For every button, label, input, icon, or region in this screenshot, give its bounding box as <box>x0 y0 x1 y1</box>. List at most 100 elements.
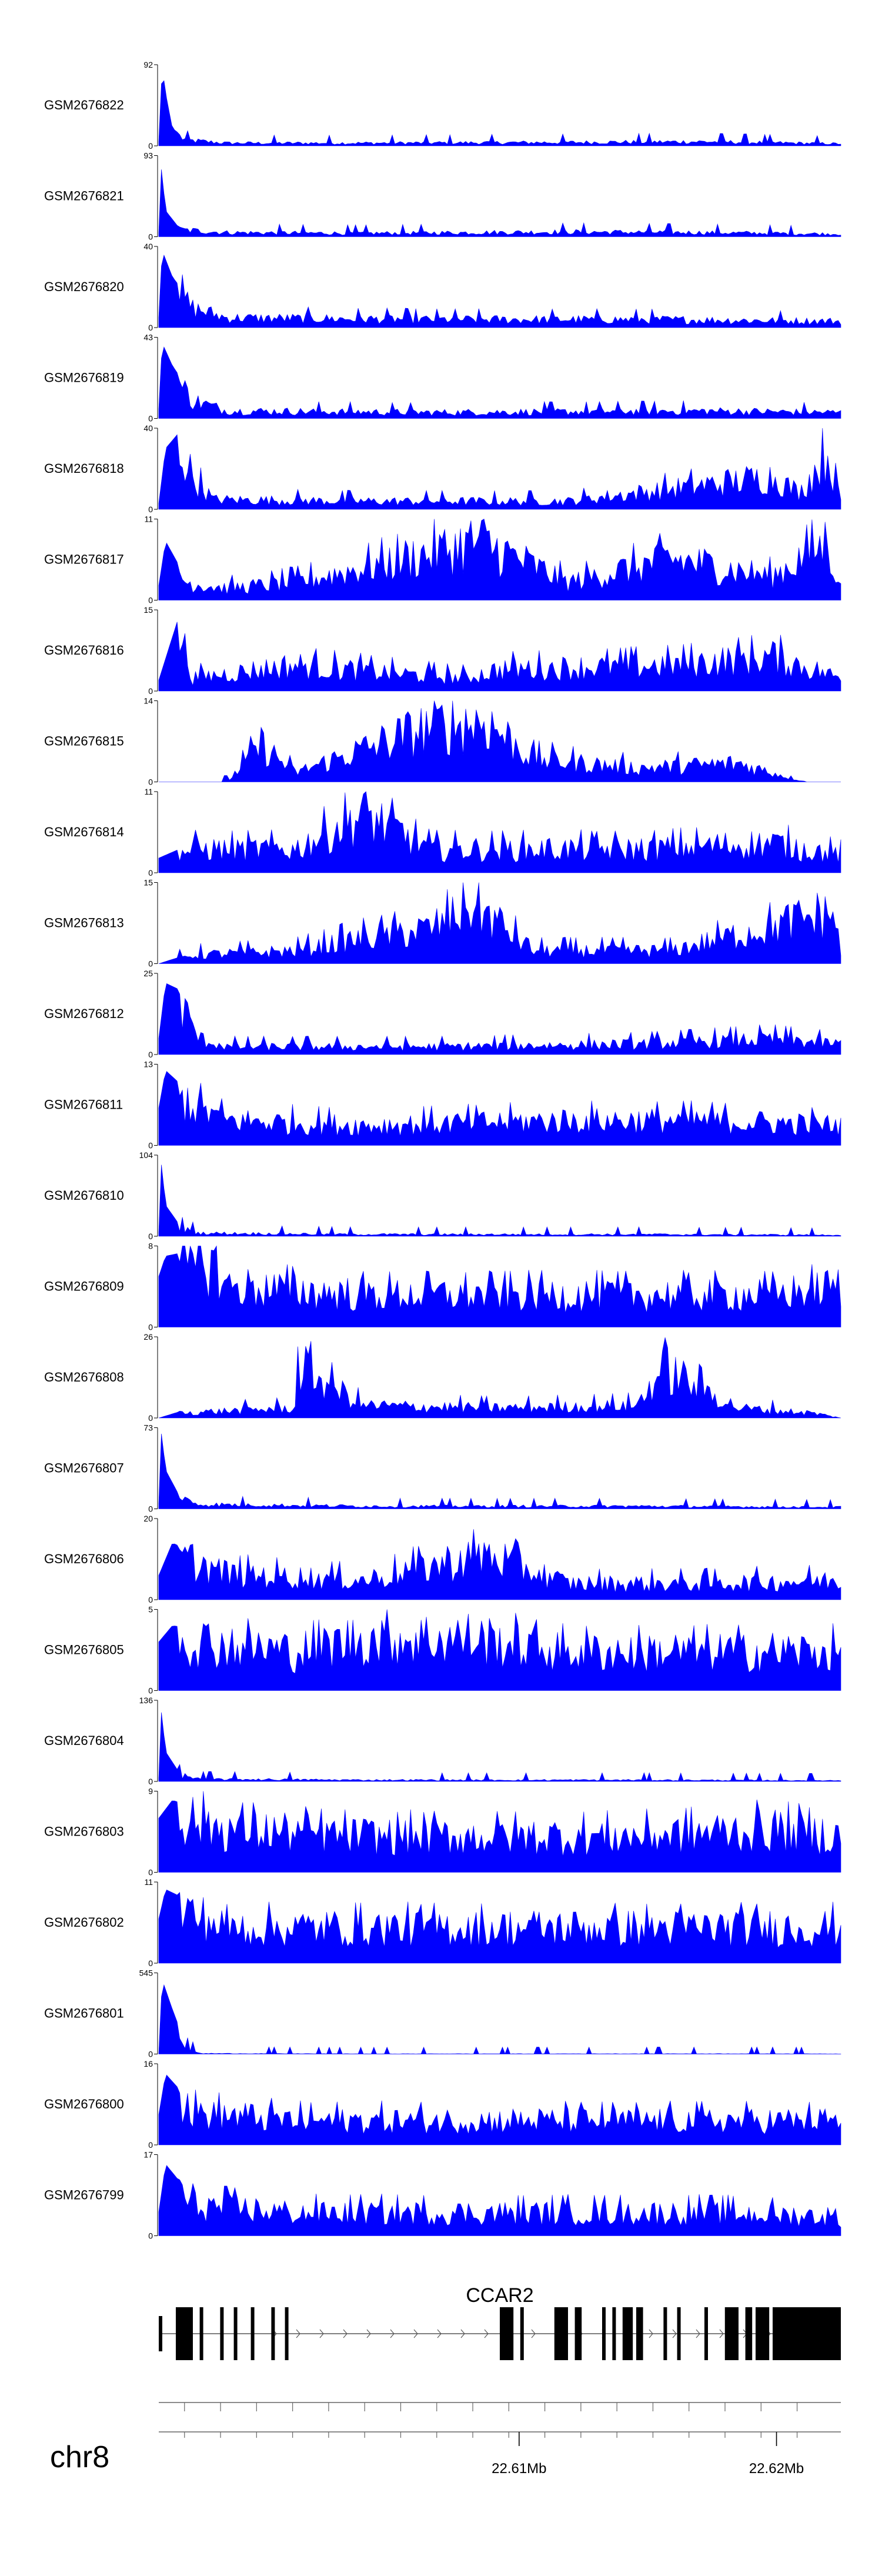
intron-arrow <box>437 2329 442 2338</box>
y-zero-label: 0 <box>148 1595 153 1604</box>
exon <box>250 2307 255 2360</box>
sample-label: GSM2676809 <box>44 1279 124 1294</box>
exon <box>636 2307 643 2360</box>
x-tick-label: 22.62Mb <box>749 2461 804 2477</box>
sample-label: GSM2676820 <box>44 279 124 294</box>
coverage-area <box>158 428 841 510</box>
coverage-tracks: GSM2676822920GSM2676821930GSM2676820400G… <box>44 60 841 2241</box>
sample-label: GSM2676800 <box>44 2097 124 2111</box>
intron-arrow <box>649 2329 653 2338</box>
coverage-area <box>158 622 841 692</box>
coverage-area <box>158 1071 841 1146</box>
sample-label: GSM2676818 <box>44 461 124 476</box>
y-zero-label: 0 <box>148 1686 153 1696</box>
sample-label: GSM2676799 <box>44 2188 124 2203</box>
intron-arrow <box>696 2329 700 2338</box>
y-max-label: 5 <box>148 1605 153 1614</box>
coverage-track: GSM2676812 25 0 <box>44 969 841 1059</box>
sample-label: GSM2676814 <box>44 825 124 839</box>
sample-label: GSM2676802 <box>44 1915 124 1930</box>
sample-label: GSM2676815 <box>44 734 124 749</box>
y-max-label: 73 <box>143 1423 153 1433</box>
chromosome-label: chr8 <box>50 2440 109 2474</box>
intron-arrow <box>531 2329 536 2338</box>
sample-label: GSM2676804 <box>44 1733 124 1748</box>
coverage-track: GSM2676800 16 0 <box>44 2059 841 2150</box>
sample-label: GSM2676811 <box>44 1097 123 1112</box>
y-zero-label: 0 <box>148 1050 153 1059</box>
exon <box>773 2307 841 2360</box>
y-max-label: 20 <box>143 1514 153 1523</box>
y-max-label: 15 <box>143 605 153 615</box>
y-zero-label: 0 <box>148 414 153 423</box>
y-zero-label: 0 <box>148 1323 153 1332</box>
coverage-track: GSM2676805 5 0 <box>44 1605 841 1696</box>
y-zero-label: 0 <box>148 686 153 696</box>
sample-label: GSM2676816 <box>44 643 124 658</box>
coverage-area <box>158 1791 841 1873</box>
y-max-label: 40 <box>143 423 153 433</box>
intron-arrow <box>672 2329 677 2338</box>
coverage-track: GSM2676808 26 0 <box>44 1332 841 1423</box>
y-max-label: 26 <box>143 1332 153 1342</box>
coverage-track: GSM2676801 545 0 <box>44 1968 841 2059</box>
sample-label: GSM2676803 <box>44 1824 124 1839</box>
y-zero-label: 0 <box>148 1413 153 1423</box>
coverage-area <box>158 1889 841 1964</box>
gene-label: CCAR2 <box>466 2284 533 2307</box>
exon <box>285 2307 289 2360</box>
exon <box>724 2307 739 2360</box>
intron-arrow <box>484 2329 489 2338</box>
coverage-area <box>159 700 841 782</box>
exon <box>756 2307 770 2360</box>
intron-arrow <box>390 2329 395 2338</box>
exon <box>622 2307 633 2360</box>
intron-arrow <box>366 2329 371 2338</box>
exon <box>704 2307 708 2360</box>
y-max-label: 17 <box>143 2150 153 2160</box>
exon <box>554 2307 568 2360</box>
coverage-area <box>158 1245 841 1327</box>
coverage-area <box>158 519 841 600</box>
y-max-label: 9 <box>148 1787 153 1796</box>
coverage-track: GSM2676807 73 0 <box>44 1423 841 1514</box>
y-max-label: 11 <box>144 515 153 524</box>
y-max-label: 25 <box>143 969 153 978</box>
coverage-track: GSM2676799 17 0 <box>44 2150 841 2241</box>
y-zero-label: 0 <box>148 323 153 332</box>
y-max-label: 93 <box>143 151 153 161</box>
exon <box>574 2307 582 2360</box>
sample-label: GSM2676812 <box>44 1006 124 1021</box>
intron-arrow <box>343 2329 348 2338</box>
coverage-track: GSM2676816 15 0 <box>44 605 841 696</box>
y-zero-label: 0 <box>148 868 153 877</box>
y-max-label: 40 <box>143 242 153 251</box>
y-max-label: 16 <box>143 2059 153 2068</box>
y-max-label: 104 <box>139 1150 153 1160</box>
intron-arrow <box>719 2329 724 2338</box>
coverage-track: GSM2676804 136 0 <box>44 1696 841 1786</box>
exon <box>745 2307 753 2360</box>
intron-arrow <box>413 2329 418 2338</box>
y-max-label: 136 <box>139 1696 153 1705</box>
exon <box>233 2307 238 2360</box>
coverage-area <box>158 254 841 328</box>
sample-label: GSM2676819 <box>44 371 124 385</box>
sample-label: GSM2676807 <box>44 1461 124 1476</box>
sample-label: GSM2676821 <box>44 189 124 203</box>
y-zero-label: 0 <box>148 505 153 514</box>
coverage-area <box>158 1337 841 1419</box>
y-zero-label: 0 <box>148 232 153 242</box>
sample-label: GSM2676810 <box>44 1188 124 1203</box>
exon <box>271 2307 275 2360</box>
coverage-track: GSM2676817 11 0 <box>44 515 841 605</box>
y-max-label: 13 <box>143 1060 153 1069</box>
y-zero-label: 0 <box>148 1504 153 1514</box>
y-max-label: 11 <box>144 1877 153 1887</box>
coverage-track: GSM2676809 8 0 <box>44 1242 841 1332</box>
y-max-label: 14 <box>143 696 153 706</box>
coverage-area <box>158 1164 841 1237</box>
y-max-label: 8 <box>148 1242 153 1251</box>
sample-label: GSM2676817 <box>44 552 124 567</box>
